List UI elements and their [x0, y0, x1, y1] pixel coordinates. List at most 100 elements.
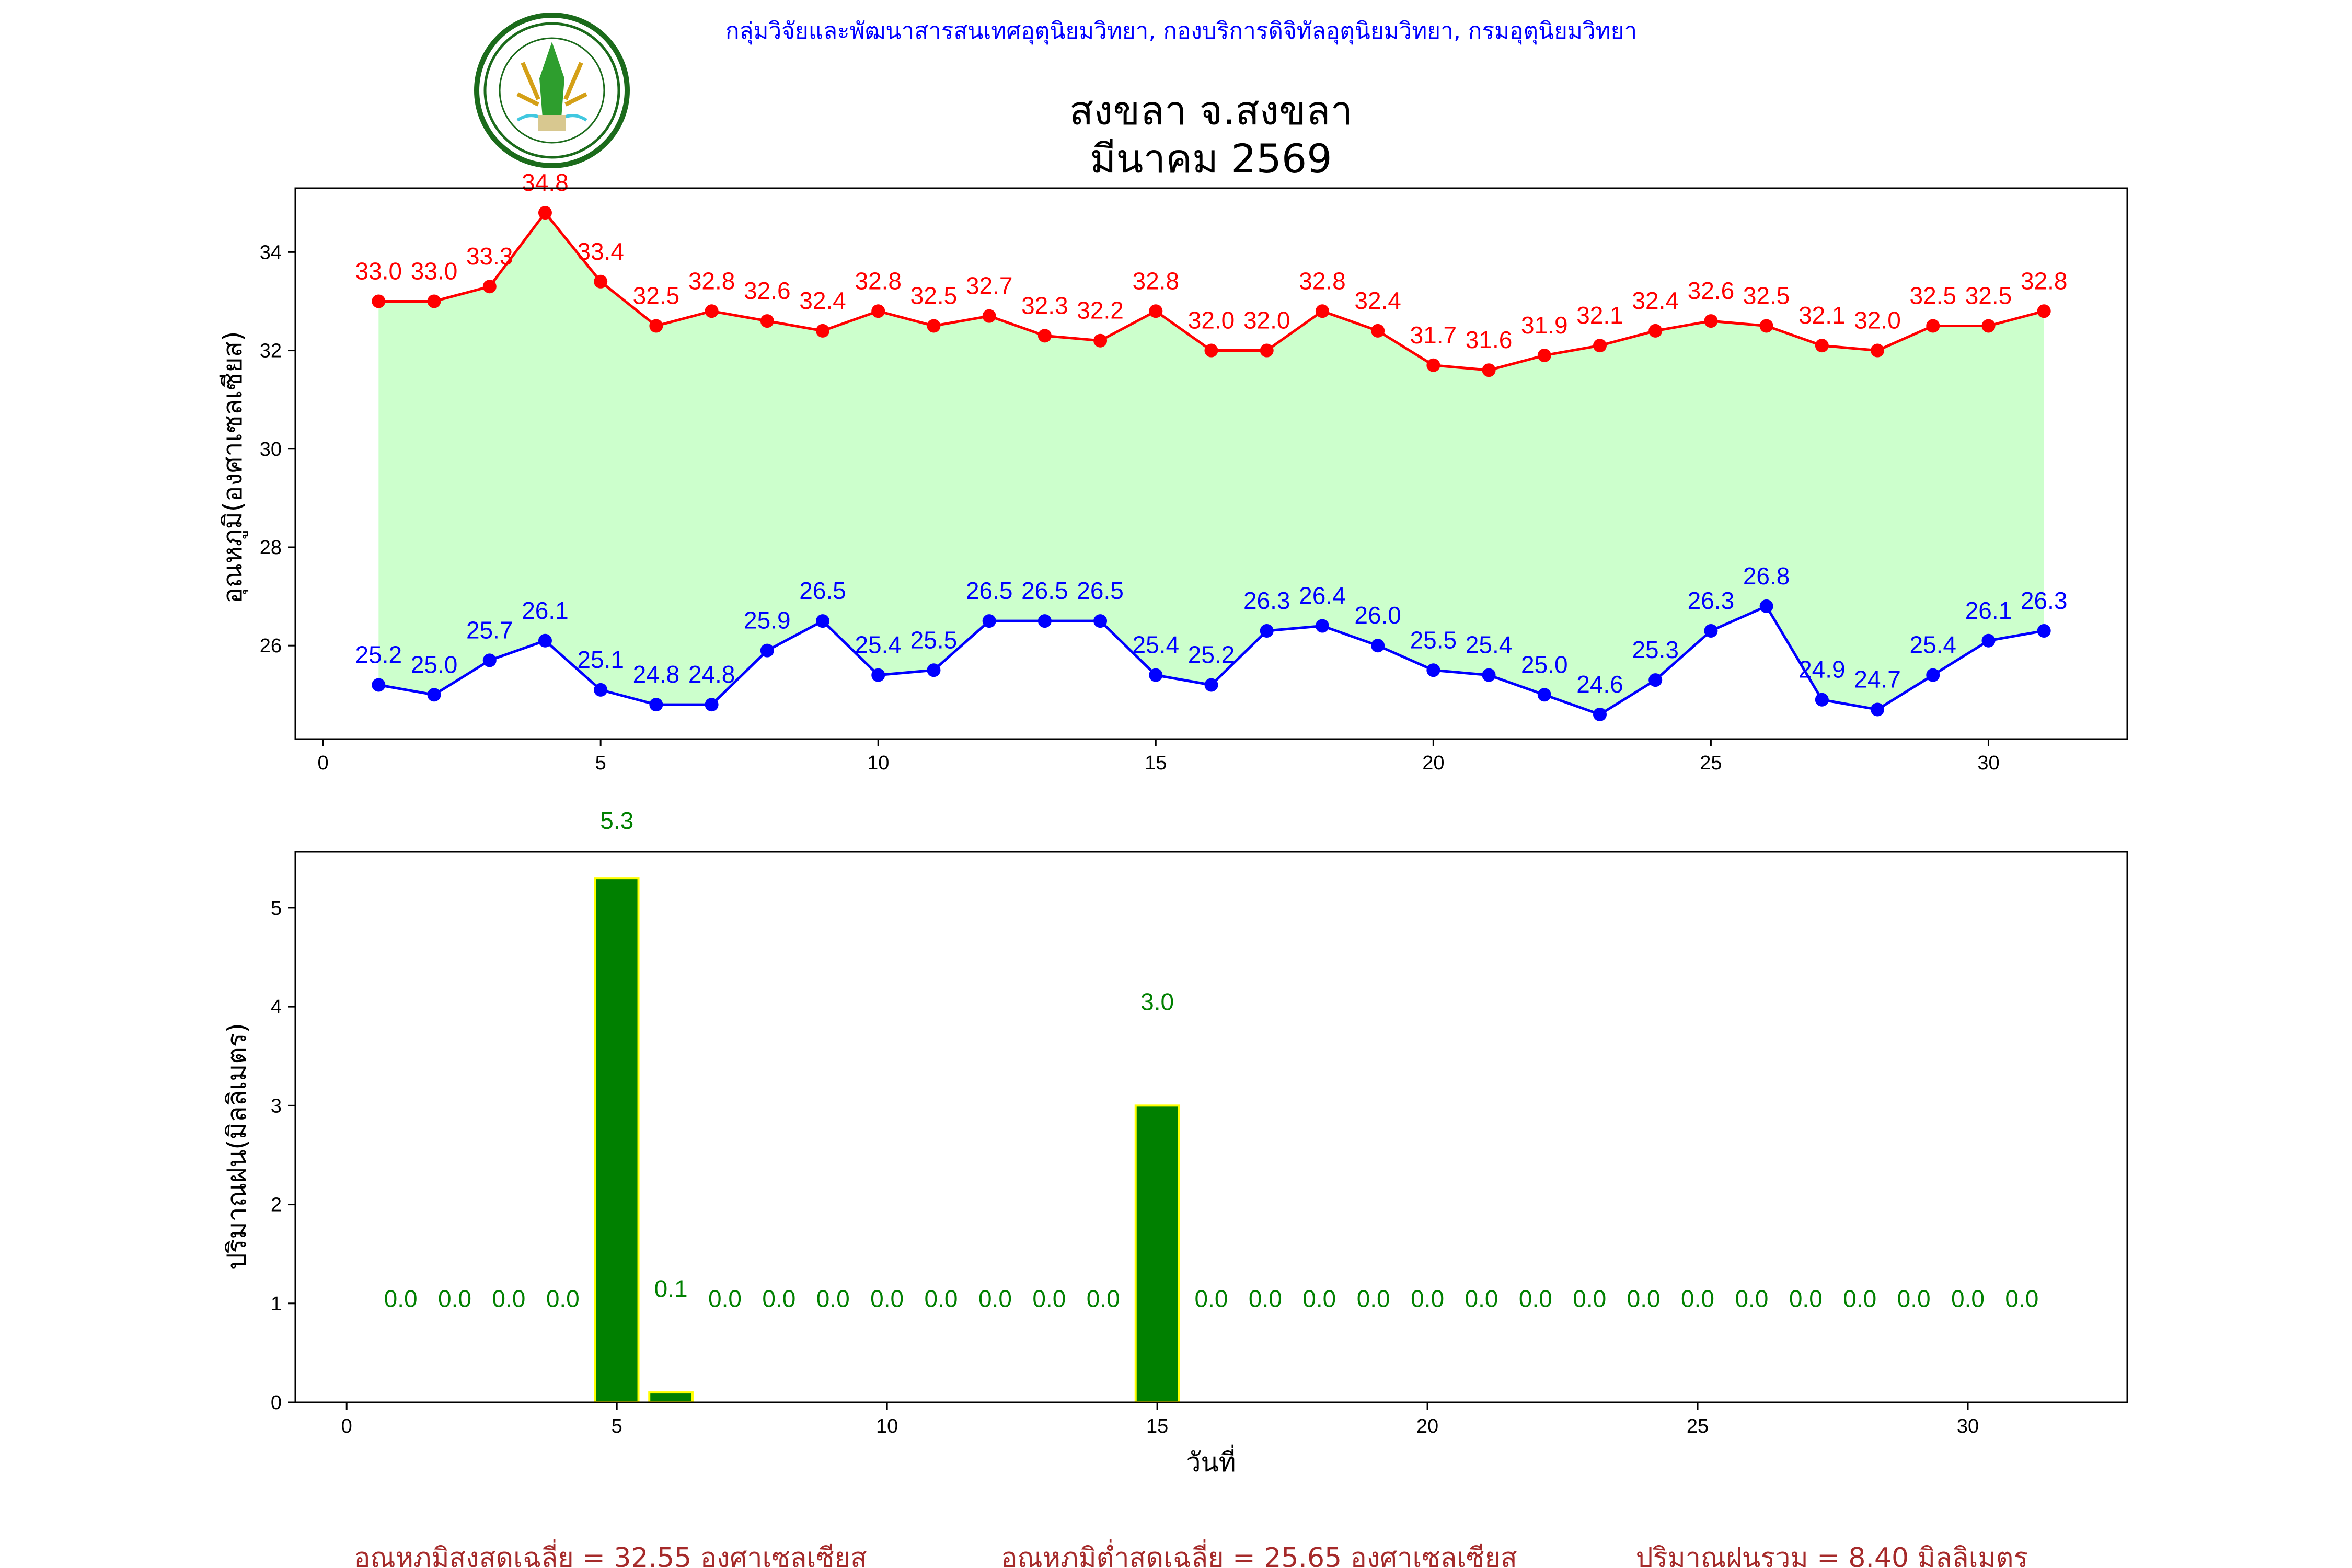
max-temp-data-label: 34.8	[522, 169, 569, 196]
x-tick-label: 10	[876, 1415, 898, 1437]
max-temp-point	[705, 304, 719, 318]
max-temp-data-label: 32.5	[1909, 282, 1956, 309]
min-temp-point	[705, 698, 719, 712]
min-temp-data-label: 25.4	[1466, 631, 1513, 659]
rain-data-label: 0.0	[1032, 1285, 1066, 1312]
max-temp-point	[871, 304, 885, 318]
rain-bar	[648, 1391, 694, 1403]
min-temp-data-label: 25.3	[1632, 636, 1679, 663]
min-temp-point	[1204, 678, 1218, 692]
max-temp-data-label: 32.4	[799, 287, 846, 314]
min-temp-point	[1149, 668, 1163, 682]
max-temp-data-label: 32.4	[1354, 287, 1401, 314]
rain-data-label: 0.0	[1357, 1285, 1390, 1312]
min-temp-data-label: 25.0	[1521, 651, 1568, 678]
rain-data-label: 0.0	[708, 1285, 742, 1312]
y-tick-label: 28	[260, 537, 282, 559]
min-temp-point	[1482, 668, 1496, 682]
max-temp-data-label: 31.7	[1410, 321, 1457, 349]
min-temp-data-label: 25.2	[1188, 641, 1235, 668]
max-temp-data-label: 32.6	[744, 277, 791, 304]
temperature-chart: 0 5 10 15 20 25 30 26 28 30 32 34 อุณหภูมิ(องศาเซลเซ…	[217, 169, 2128, 774]
y-tick-label: 2	[271, 1194, 282, 1216]
max-temp-point	[1149, 304, 1163, 318]
min-temp-point	[871, 668, 885, 682]
min-temp-data-label: 25.4	[1909, 631, 1956, 659]
rain-data-label: 0.0	[438, 1285, 471, 1312]
max-temp-point	[1593, 339, 1607, 353]
rain-data-label: 0.0	[1087, 1285, 1120, 1312]
rain-data-label: 0.0	[1897, 1285, 1931, 1312]
min-temp-data-label: 26.5	[799, 577, 846, 604]
max-temp-data-label: 32.3	[1021, 292, 1068, 319]
min-temp-point	[1260, 624, 1274, 638]
max-temp-point	[594, 274, 608, 289]
max-temp-point	[372, 294, 386, 308]
x-tick-label: 30	[1977, 752, 1999, 774]
min-temp-data-label: 25.5	[910, 626, 958, 653]
max-temp-point	[482, 280, 497, 294]
max-temp-data-label: 32.0	[1243, 307, 1290, 334]
x-axis-label: วันที่	[1186, 1445, 1236, 1478]
footer-avg-max: อุณหภูมิสูงสุดเฉลี่ย = 32.55 องศาเซลเซีย…	[354, 1539, 867, 1568]
max-temp-point	[1815, 339, 1829, 353]
max-temp-point	[1648, 324, 1663, 338]
rain-data-label: 0.0	[1627, 1285, 1661, 1312]
max-temp-point	[649, 319, 663, 333]
max-temp-point	[927, 319, 941, 333]
max-temp-point	[1871, 343, 1885, 358]
temperature-plot-frame	[294, 187, 2128, 740]
organization-subtitle: กลุ่มวิจัยและพัฒนาสารสนเทศอุตุนิยมวิทยา,…	[725, 18, 1637, 45]
rain-bar	[594, 877, 640, 1403]
min-temp-data-label: 24.7	[1854, 666, 1901, 693]
min-temp-data-label: 25.0	[411, 651, 458, 678]
rain-data-label: 0.0	[546, 1285, 580, 1312]
max-temp-point	[982, 309, 996, 323]
max-temp-point	[427, 294, 441, 308]
rain-data-label: 0.0	[816, 1285, 850, 1312]
min-temp-data-label: 26.3	[1243, 587, 1290, 614]
y-axis-label: อุณหภูมิ(องศาเซลเซียส)	[217, 331, 248, 603]
min-temp-data-label: 25.7	[466, 616, 513, 643]
max-temp-data-label: 32.7	[966, 272, 1013, 299]
x-tick-label: 0	[341, 1415, 352, 1437]
max-temp-point	[1926, 319, 1940, 333]
y-tick-label: 30	[260, 439, 282, 460]
station-title: สงขลา จ.สงขลา	[1069, 87, 1353, 134]
min-temp-data-label: 26.3	[2021, 587, 2068, 614]
min-temp-data-label: 25.9	[744, 607, 791, 634]
min-temp-point	[760, 643, 774, 658]
max-temp-point	[2037, 304, 2051, 318]
max-temp-point	[1426, 358, 1440, 372]
max-temp-data-label: 31.9	[1521, 312, 1568, 339]
min-temp-data-label: 24.9	[1798, 656, 1846, 683]
max-temp-data-label: 32.0	[1854, 307, 1901, 334]
max-temp-point	[1093, 333, 1108, 348]
max-temp-data-label: 32.8	[2021, 267, 2068, 294]
max-temp-data-label: 32.4	[1632, 287, 1679, 314]
max-temp-data-label: 33.3	[466, 243, 513, 270]
max-temp-data-label: 32.8	[688, 267, 735, 294]
min-temp-point	[1037, 614, 1052, 628]
min-temp-data-label: 24.8	[633, 661, 680, 688]
rain-data-label: 0.0	[1573, 1285, 1606, 1312]
min-temp-data-label: 26.0	[1354, 602, 1401, 629]
rain-data-label: 0.0	[1195, 1285, 1228, 1312]
min-temp-data-label: 24.6	[1576, 671, 1623, 698]
min-temp-data-label: 25.4	[855, 631, 902, 659]
max-temp-point	[1704, 314, 1718, 328]
x-tick-label: 30	[1957, 1415, 1979, 1437]
x-tick-label: 10	[867, 752, 889, 774]
max-temp-point	[1260, 343, 1274, 358]
rain-data-label: 0.0	[1249, 1285, 1282, 1312]
max-temp-point	[1204, 343, 1218, 358]
y-tick-label: 5	[271, 897, 282, 919]
rain-data-label: 0.0	[870, 1285, 904, 1312]
rain-data-label: 0.0	[925, 1285, 958, 1312]
min-temp-data-label: 25.5	[1410, 626, 1457, 653]
rainfall-chart: 0 5 10 15 20 25 30 0 1 2 3 4 5 ปริมาณฝน(มิลลิเมตร) วัน…	[222, 807, 2128, 1478]
max-temp-data-label: 32.1	[1576, 302, 1623, 329]
min-temp-point	[816, 614, 830, 628]
rain-data-label: 0.1	[654, 1275, 688, 1302]
